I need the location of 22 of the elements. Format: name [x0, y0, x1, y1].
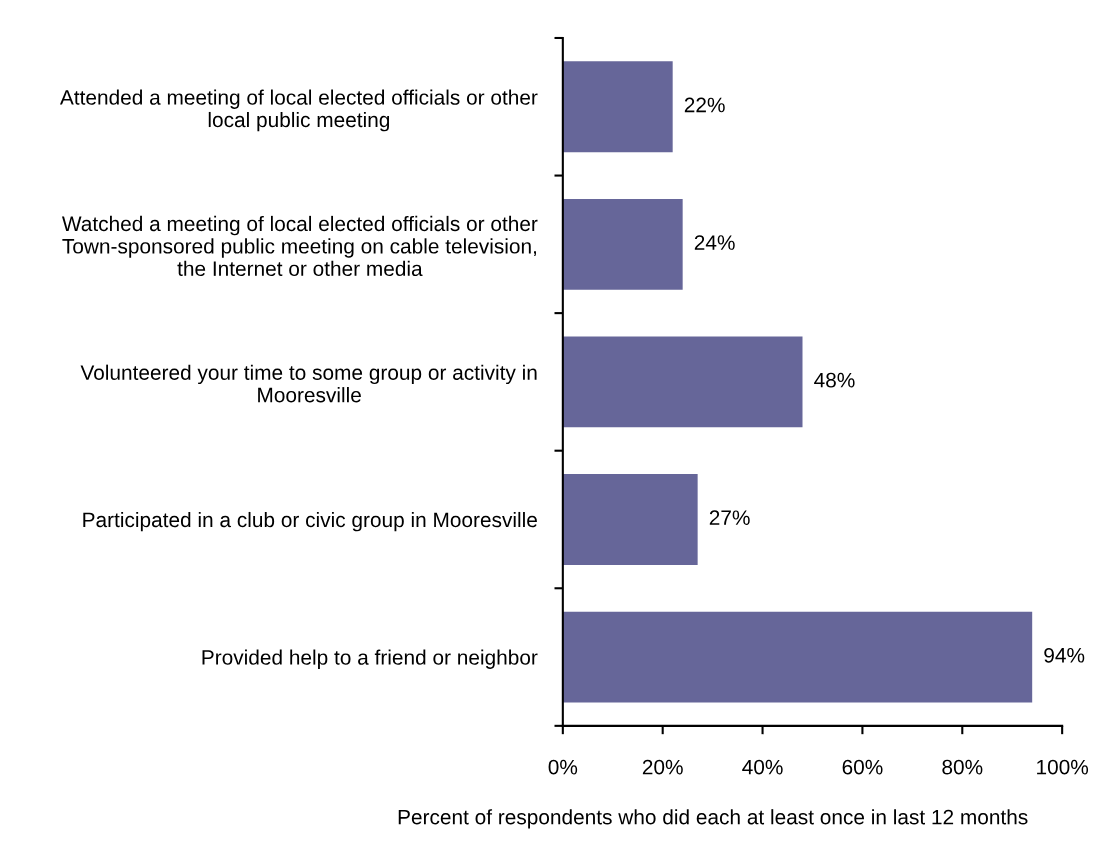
x-tick-label: 100%	[1037, 759, 1089, 775]
data-label: 48%	[814, 372, 855, 388]
y-tick-label: Attended a meeting of local elected officials or other local public meeting	[59, 89, 538, 132]
y-tick-label: Volunteered your time to some group or activity in Mooresville	[80, 364, 537, 403]
x-tick-label: 80%	[942, 759, 983, 775]
bar	[562, 61, 673, 153]
x-tick-label: 20%	[642, 759, 683, 775]
y-tick-label: Watched a meeting of local elected officials or other Town-sponsored public meeting on cable television, the Internet or other media	[61, 215, 538, 277]
x-tick-label: 0%	[548, 759, 578, 775]
data-label: 94%	[1044, 647, 1085, 663]
y-tick-label: Provided help to a friend or neighbor	[202, 649, 538, 669]
x-tick-label: 40%	[742, 759, 783, 775]
data-label: 22%	[684, 97, 725, 113]
x-axis-title: Percent of respondents who did each at least once in last 12 months	[398, 809, 1028, 829]
y-tick-label: Participated in a club or civic group in Mooresville	[83, 511, 537, 532]
bar	[562, 198, 683, 290]
bar	[562, 474, 698, 565]
bar	[562, 336, 803, 428]
bar	[562, 611, 1033, 703]
data-label: 27%	[709, 510, 750, 525]
data-label: 24%	[694, 235, 735, 250]
x-tick-label: 60%	[842, 759, 883, 775]
